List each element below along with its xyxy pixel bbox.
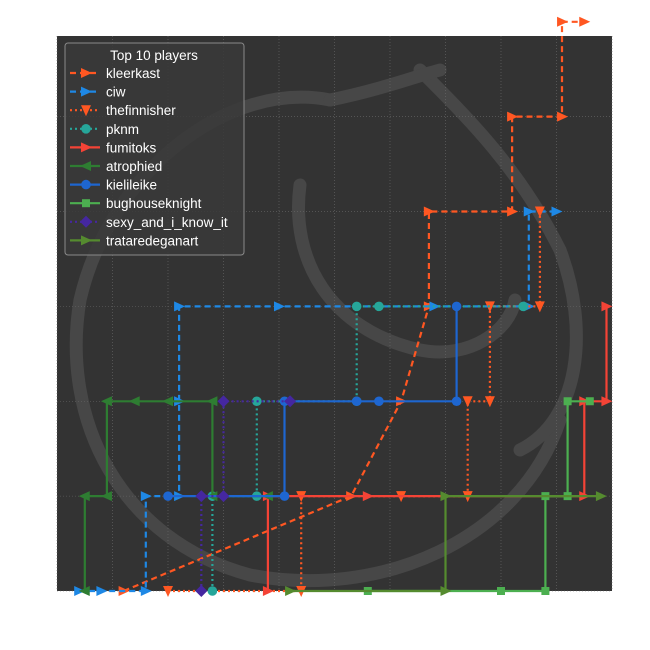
data-point <box>440 586 452 596</box>
data-point <box>78 586 90 596</box>
data-point <box>585 397 594 406</box>
data-point <box>534 206 545 218</box>
legend-marker <box>82 199 90 208</box>
data-point <box>429 301 441 312</box>
data-point <box>523 206 535 217</box>
legend-box <box>64 42 245 256</box>
data-point <box>374 301 384 312</box>
legend-entry-atrophied: atrophied <box>70 159 162 174</box>
legend-label: fumitoks <box>106 140 157 155</box>
legend-marker <box>81 124 91 134</box>
legend-entry-fumitoks: fumitoks <box>70 140 157 155</box>
data-point <box>174 301 186 312</box>
legend-marker <box>81 86 92 97</box>
data-point <box>563 397 572 406</box>
data-point <box>140 491 152 502</box>
legend-label: atrophied <box>106 159 162 174</box>
data-point <box>262 586 274 596</box>
legend-label: trataredeganart <box>106 233 199 248</box>
data-point <box>217 395 230 408</box>
legend-marker <box>80 161 91 171</box>
data-point <box>541 587 550 595</box>
legend-entry-bughouseknight: bughouseknight <box>70 196 202 211</box>
legend: Top 10 players kleerkast ciw thefinnisher p… <box>64 42 245 256</box>
legend-entry-ciw: ciw <box>70 85 126 100</box>
legend-label: kleerkast <box>106 66 160 81</box>
legend-marker <box>80 215 92 228</box>
legend-marker <box>81 142 92 153</box>
data-point <box>507 206 519 217</box>
series-layer <box>74 16 613 597</box>
data-point <box>423 206 435 217</box>
data-point <box>351 301 362 312</box>
data-point <box>284 395 297 408</box>
data-point <box>195 490 208 503</box>
data-point <box>128 396 140 407</box>
series-line-kleerkast <box>123 20 585 593</box>
legend-label: pknm <box>106 122 139 137</box>
data-point <box>162 396 173 407</box>
legend-entry-kielileike: kielileike <box>70 178 157 193</box>
data-point <box>100 491 112 502</box>
legend-label: ciw <box>106 85 126 100</box>
data-point <box>507 111 519 122</box>
data-point <box>601 301 613 312</box>
legend-entry-pknm: pknm <box>70 122 139 137</box>
legend-title: Top 10 players <box>110 48 198 63</box>
data-point <box>534 301 545 313</box>
data-point <box>579 16 591 27</box>
data-point <box>96 586 108 596</box>
series-pknm <box>207 301 528 596</box>
data-point <box>163 491 173 501</box>
legend-entry-kleerkast: kleerkast <box>70 66 160 81</box>
data-point <box>351 396 362 407</box>
legend-marker <box>81 105 91 117</box>
data-point <box>440 491 452 502</box>
legend-entry-thefinnisher: thefinnisher <box>70 103 176 118</box>
data-point <box>518 301 528 312</box>
data-point <box>195 585 208 597</box>
data-point <box>206 396 218 407</box>
legend-label: kielileike <box>106 178 157 193</box>
data-point <box>163 586 173 597</box>
data-point <box>217 490 230 503</box>
legend-label: sexy_and_i_know_it <box>106 215 228 230</box>
legend-entry-sexy_and_i_know_it: sexy_and_i_know_it <box>70 215 228 230</box>
data-point <box>451 301 462 312</box>
legend-marker <box>81 235 92 246</box>
series-line-ciw <box>79 210 557 593</box>
data-point <box>100 396 112 407</box>
data-point <box>601 396 613 407</box>
data-point <box>78 491 90 502</box>
data-point <box>279 491 290 501</box>
data-point <box>207 586 218 596</box>
data-point <box>557 16 569 27</box>
data-point <box>484 301 495 313</box>
data-point <box>497 587 505 595</box>
series-line-trataredeganart <box>290 495 601 593</box>
data-point <box>362 491 374 502</box>
data-point <box>462 396 473 408</box>
data-point <box>274 301 285 312</box>
series-line-thefinnisher <box>168 211 541 593</box>
data-point <box>484 396 495 408</box>
data-point <box>557 111 569 122</box>
series-sexy_and_i_know_it <box>195 395 297 597</box>
data-point <box>595 491 607 502</box>
data-point <box>140 586 152 596</box>
data-point <box>285 586 297 596</box>
data-point <box>551 206 563 217</box>
data-point <box>451 396 462 407</box>
legend-label: thefinnisher <box>106 103 176 118</box>
legend-entry-trataredeganart: trataredeganart <box>70 233 199 248</box>
data-point <box>374 396 384 407</box>
legend-marker <box>81 68 92 78</box>
legend-items: kleerkast ciw thefinnisher pknm fumitoks atro… <box>70 66 228 248</box>
series-trataredeganart <box>285 491 607 596</box>
legend-label: bughouseknight <box>106 196 202 211</box>
legend-marker <box>81 179 91 190</box>
